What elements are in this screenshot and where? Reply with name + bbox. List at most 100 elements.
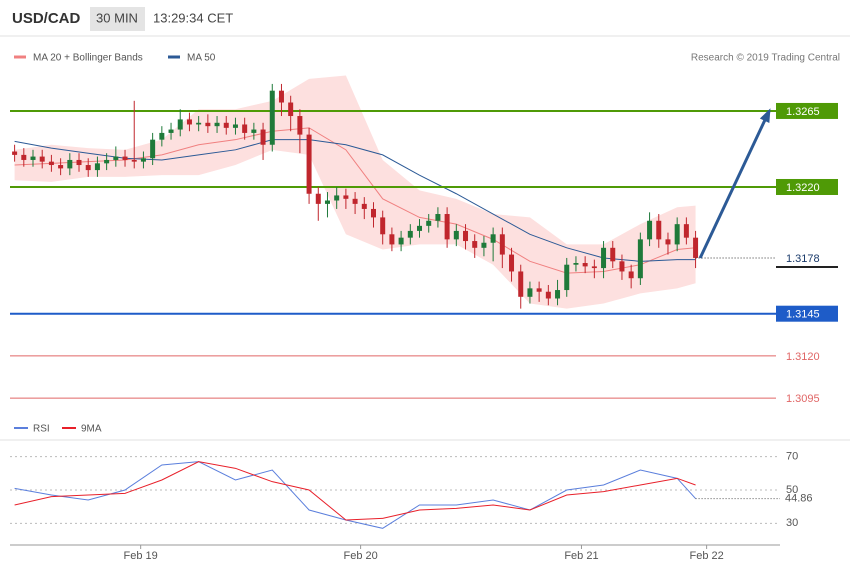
candle-body xyxy=(564,264,570,291)
rsi-line xyxy=(14,461,696,521)
level-label: 1.3145 xyxy=(786,309,820,321)
candle-body xyxy=(637,239,643,279)
candle-body xyxy=(214,122,220,127)
candle-body xyxy=(591,266,597,269)
y-tick-label: 30 xyxy=(786,517,798,529)
forecast-arrowhead xyxy=(759,108,771,123)
level-label-box xyxy=(776,390,838,407)
candle-body xyxy=(398,237,404,245)
level-label-box xyxy=(776,305,838,322)
candle-body xyxy=(463,230,469,242)
candle-body xyxy=(131,159,137,162)
candle-body xyxy=(140,158,146,162)
candle-body xyxy=(536,288,542,292)
candle-body xyxy=(168,129,174,133)
current-price-box xyxy=(776,249,838,266)
bollinger-area xyxy=(14,75,696,309)
candle-body xyxy=(39,156,45,162)
candle-body xyxy=(186,119,192,125)
candle-body xyxy=(177,119,183,130)
candle-body xyxy=(58,165,64,169)
time: 13:29:34 CET xyxy=(153,10,233,25)
interval-box xyxy=(90,7,145,31)
candle-body xyxy=(67,159,73,169)
candle-body xyxy=(407,230,413,238)
candle-body xyxy=(260,129,266,145)
candle-body xyxy=(453,230,459,240)
candle-body xyxy=(251,129,257,133)
candle-body xyxy=(104,159,110,164)
x-tick-label: Feb 21 xyxy=(564,550,598,562)
candle-body xyxy=(269,90,275,145)
candle-body xyxy=(159,132,165,140)
candle-body xyxy=(545,291,551,299)
candle-body xyxy=(555,290,561,299)
candle-body xyxy=(30,156,36,160)
candle-body xyxy=(647,220,653,240)
legend-label: RSI xyxy=(33,424,50,435)
candle-body xyxy=(122,156,128,160)
candle-body xyxy=(444,214,450,240)
candle-body xyxy=(417,225,423,231)
candle-body xyxy=(361,203,367,209)
candle-body xyxy=(435,214,441,221)
current-price-label: 1.3178 xyxy=(786,253,820,265)
candle-body xyxy=(324,200,330,204)
candle-body xyxy=(380,217,386,235)
candle-body xyxy=(683,224,689,238)
candle-body xyxy=(582,263,588,267)
forecast-arrow xyxy=(698,110,771,259)
candle-body xyxy=(306,134,312,194)
candle-body xyxy=(610,247,616,262)
candle-body xyxy=(223,122,229,128)
level-label: 1.3095 xyxy=(786,393,820,405)
ma20-line xyxy=(14,127,696,274)
candle-body xyxy=(656,220,662,240)
level-label: 1.3265 xyxy=(786,106,820,118)
candle-body xyxy=(242,124,248,133)
candle-body xyxy=(48,161,54,166)
candle-body xyxy=(619,261,625,272)
candle-body xyxy=(76,159,82,166)
candle-body xyxy=(85,165,91,171)
candle-body xyxy=(573,263,579,265)
candle-body xyxy=(370,208,376,218)
last-value-label: 44.86 xyxy=(785,492,813,504)
candle-body xyxy=(518,271,524,297)
candle-body xyxy=(674,224,680,245)
candle-body xyxy=(490,234,496,243)
level-label: 1.3220 xyxy=(786,182,820,194)
symbol: USD/CAD xyxy=(12,10,81,27)
candle-body xyxy=(278,90,284,103)
x-tick-label: Feb 20 xyxy=(343,550,377,562)
candle-body xyxy=(509,254,515,272)
candle-body xyxy=(665,239,671,245)
rsi-line xyxy=(14,461,696,529)
candle-body xyxy=(232,124,238,128)
candle-body xyxy=(343,195,349,199)
level-label-box xyxy=(776,178,838,195)
level-label-box xyxy=(776,347,838,364)
candle-body xyxy=(205,122,211,127)
level-label: 1.3120 xyxy=(786,351,820,363)
y-tick-label: 70 xyxy=(786,451,798,463)
candle-body xyxy=(150,139,156,159)
legend-label: 9MA xyxy=(81,424,102,435)
candle-body xyxy=(426,220,432,226)
candle-body xyxy=(288,102,294,117)
credit: Research © 2019 Trading Central xyxy=(691,53,840,64)
candle-body xyxy=(527,288,533,297)
x-tick-label: Feb 19 xyxy=(124,550,158,562)
candle-body xyxy=(481,242,487,248)
x-tick-label: Feb 22 xyxy=(689,550,723,562)
candle-body xyxy=(297,116,303,135)
candle-body xyxy=(628,271,634,279)
candle-body xyxy=(334,195,340,201)
candle-body xyxy=(21,154,27,160)
legend-label: MA 50 xyxy=(187,53,216,64)
candle-body xyxy=(94,163,100,171)
candle-body xyxy=(196,122,202,125)
candle-body xyxy=(601,247,607,269)
